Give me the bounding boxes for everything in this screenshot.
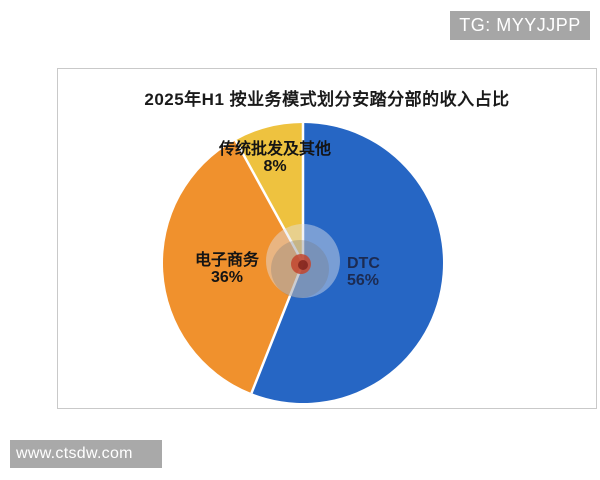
label-ecommerce-name: 电子商务 — [194, 252, 259, 269]
chart-title: 2025年H1 按业务模式划分安踏分部的收入占比 — [144, 90, 510, 109]
slice-separator — [234, 139, 305, 264]
site-watermark: www.ctsdw.com — [10, 440, 162, 468]
pie-slice-ecommerce — [162, 140, 303, 394]
label-dtc-name: DTC — [347, 255, 380, 272]
label-wholesale-name: 传统批发及其他 — [218, 141, 331, 158]
label-ecommerce-percent: 36% — [210, 269, 244, 286]
pie-slice-dtc — [251, 123, 443, 403]
chart-panel: 2025年H1 按业务模式划分安踏分部的收入占比 传统批发及其他 8% 电子商务… — [57, 68, 597, 409]
pie-slice-wholesale — [235, 123, 303, 263]
pie-chart — [162, 123, 443, 403]
label-dtc: DTC 56% — [347, 255, 427, 289]
label-wholesale-percent: 8% — [263, 158, 287, 175]
center-emblem-watermark — [266, 224, 340, 298]
telegram-badge: TG: MYYJJPP — [450, 11, 590, 40]
label-ecommerce: 电子商务 36% — [177, 252, 277, 286]
label-wholesale: 传统批发及其他 8% — [200, 141, 350, 175]
slice-separator — [250, 262, 305, 394]
label-dtc-percent: 56% — [347, 272, 380, 289]
